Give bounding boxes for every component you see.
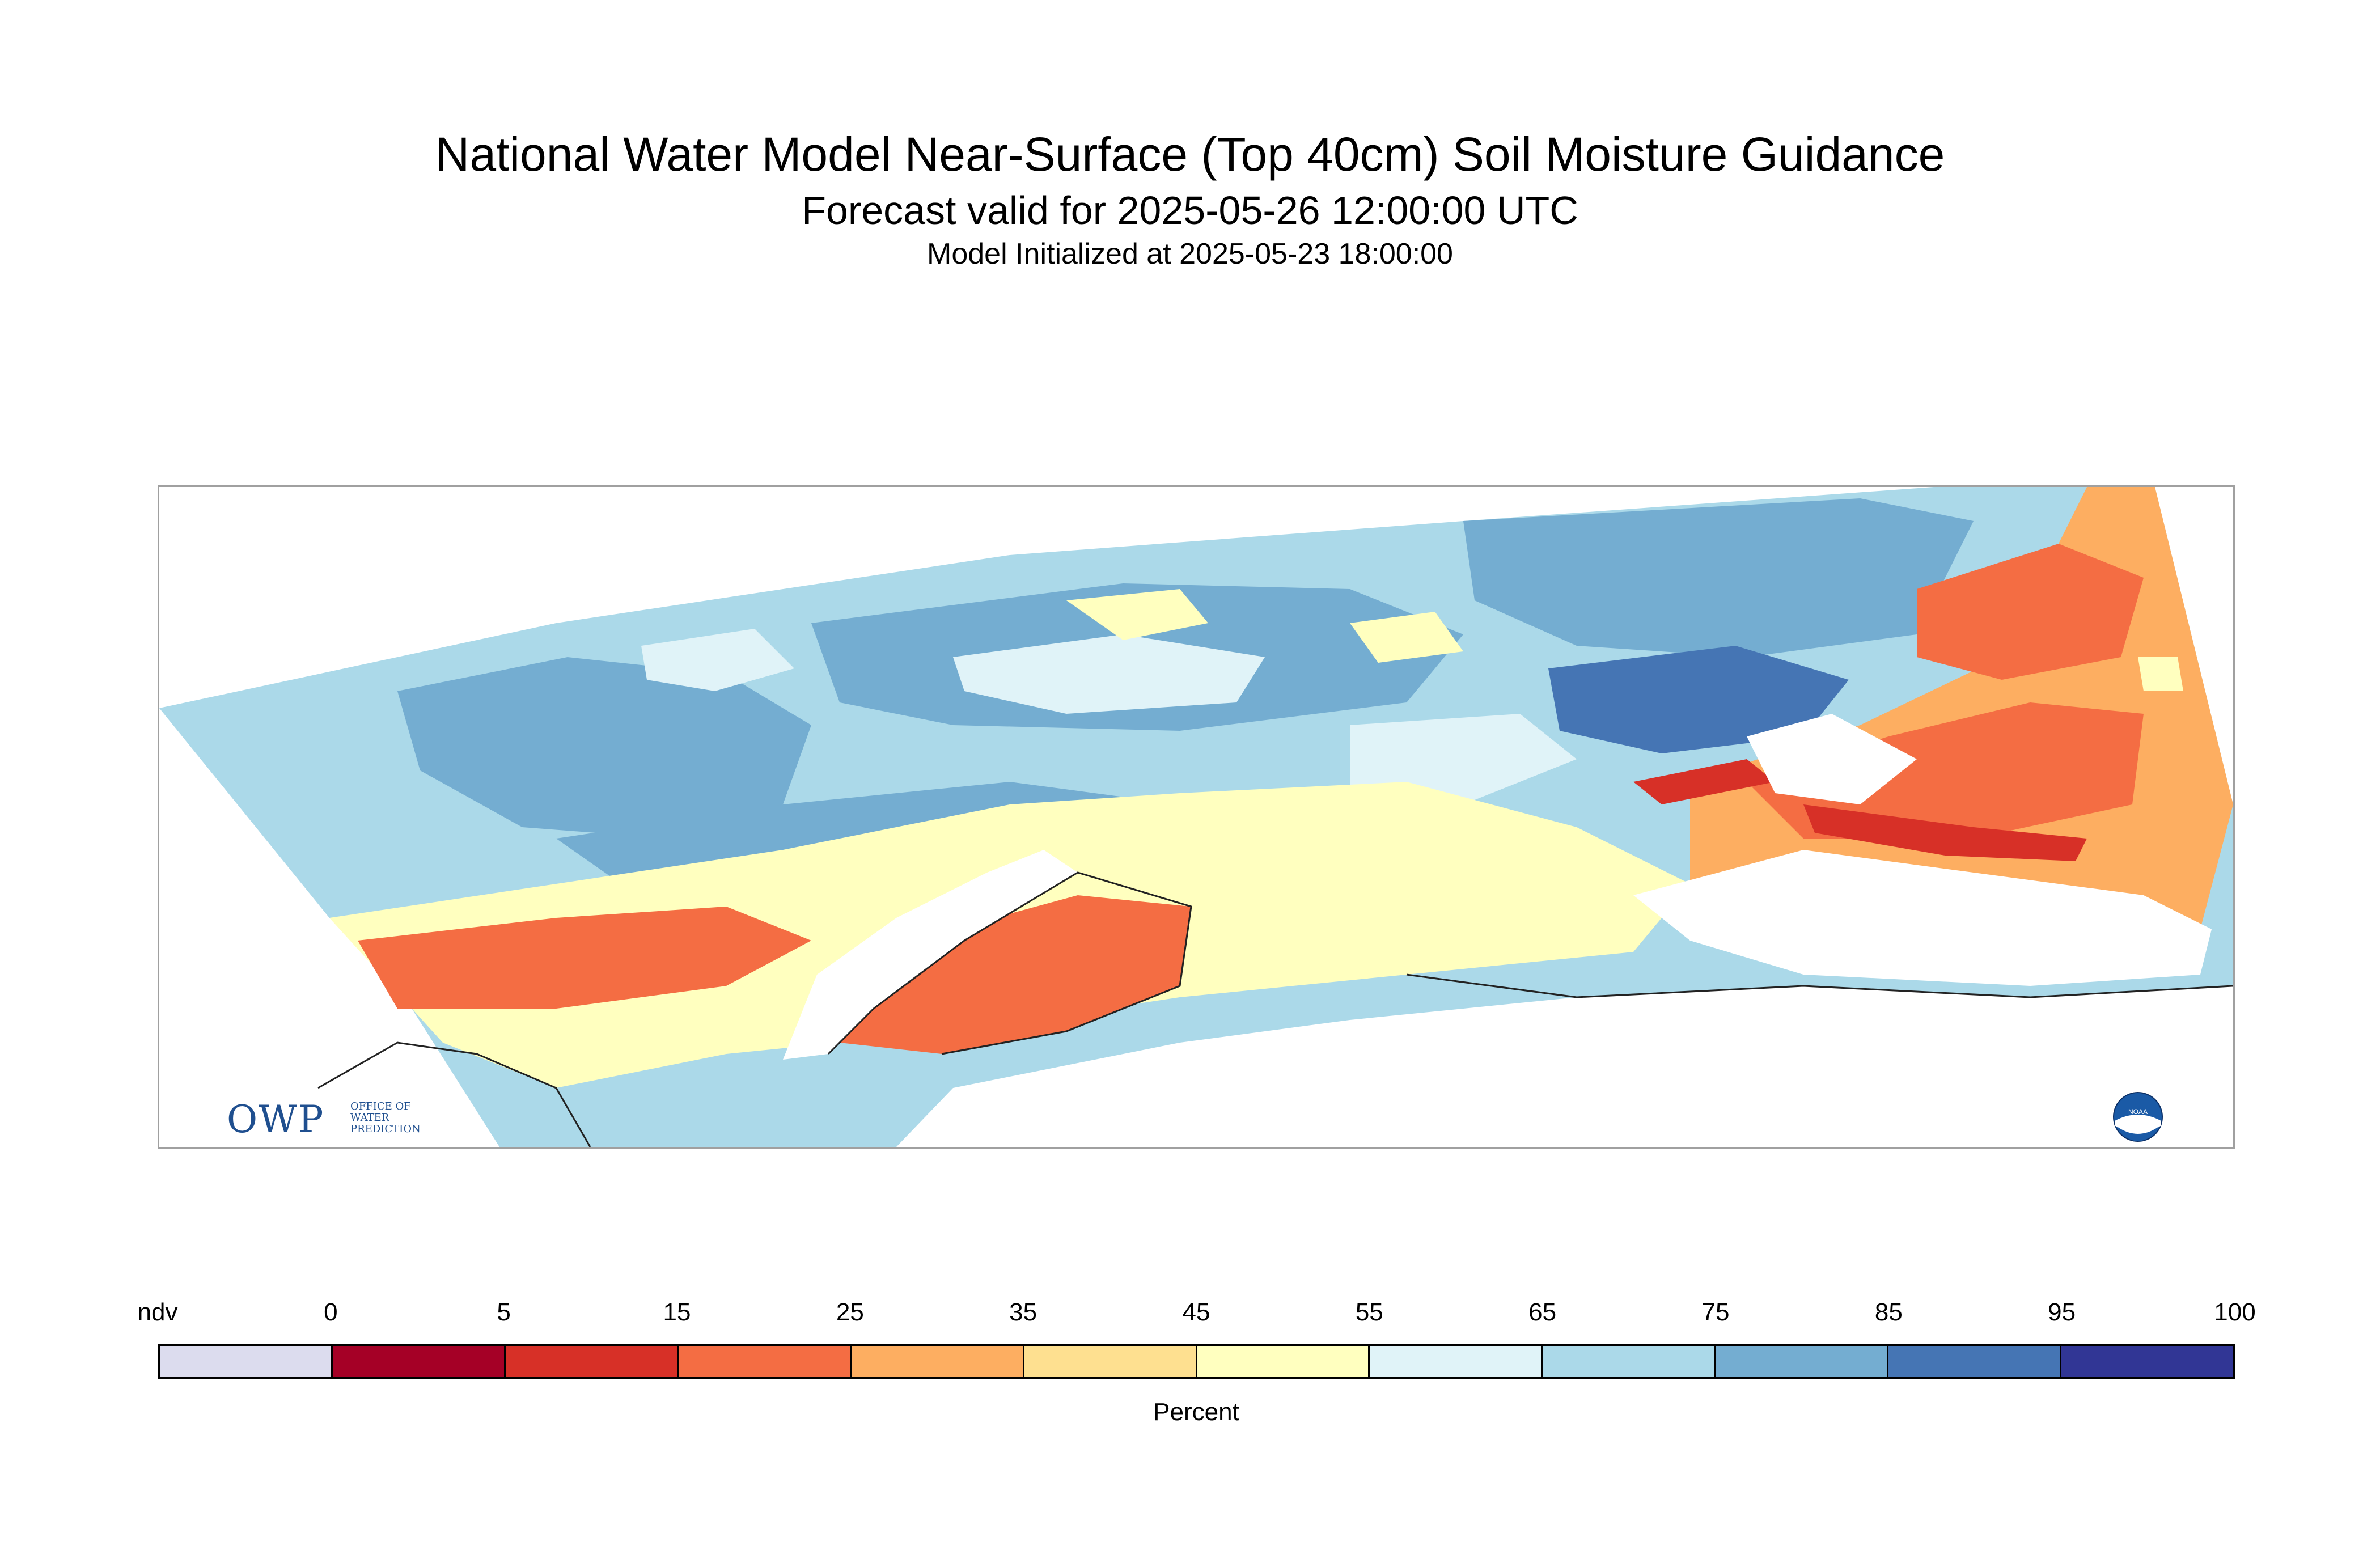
very-wet-basin (1548, 646, 1849, 753)
owp-logo-line-3: Prediction (350, 1123, 421, 1135)
owp-logo-mark: OWP (227, 1098, 325, 1141)
very-dry-streak-2 (1633, 759, 1775, 804)
cook-inlet (783, 850, 1078, 1060)
glacier-region-east (1633, 850, 2212, 986)
owp-logo-line-1: Office of (350, 1100, 411, 1112)
legend-swatch (1370, 1346, 1543, 1377)
owp-logo-text: Office of Water Prediction (350, 1101, 464, 1135)
neutral-patch-2 (1350, 612, 1463, 663)
legend-tick-label: 55 (1355, 1298, 1383, 1326)
legend-swatch (678, 1346, 852, 1377)
legend-swatch (1024, 1346, 1197, 1377)
legend-title: Percent (1153, 1398, 1239, 1426)
coastline-kenai (827, 871, 1192, 1055)
map-title: National Water Model Near-Surface (Top 4… (435, 128, 1945, 181)
legend-tick-label: 5 (497, 1298, 511, 1326)
legend-swatch (2061, 1346, 2233, 1377)
very-dry-streak-1 (1803, 804, 2087, 861)
map-panel[interactable] (158, 485, 2235, 1149)
legend-tick-label: 75 (1701, 1298, 1730, 1326)
glacier-region-central (1747, 714, 1917, 804)
legend-tick-label: 0 (324, 1298, 338, 1326)
noaa-logo-text: NOAA (2128, 1108, 2148, 1116)
bristol-water (159, 997, 499, 1147)
legend-tick-label: 25 (836, 1298, 864, 1326)
neutral-patch-east (2138, 657, 2183, 691)
legend-tick-label: 85 (1874, 1298, 1903, 1326)
owp-logo-line-2: Water (350, 1112, 389, 1124)
legend-swatch (160, 1346, 333, 1377)
legend-tick-label: 45 (1182, 1298, 1210, 1326)
legend-tick-label: 95 (2048, 1298, 2076, 1326)
legend-swatch (1197, 1346, 1370, 1377)
coastline-gulf (1406, 973, 2233, 998)
noaa-logo: NOAA (2113, 1092, 2163, 1142)
model-init-time: Model Initialized at 2025-05-23 18:00:00 (927, 238, 1453, 270)
legend-swatch (332, 1346, 506, 1377)
coastline-southwest (317, 1041, 591, 1147)
legend-tick-label: 100 (2214, 1298, 2256, 1326)
gulf-of-alaska (896, 986, 2233, 1147)
dry-zone-kenai (828, 895, 1191, 1054)
legend-tick-label: ndv (137, 1298, 178, 1326)
legend-swatch (1716, 1346, 1889, 1377)
dry-zone-east (1747, 702, 2144, 839)
legend-tick-label: 35 (1009, 1298, 1037, 1326)
color-legend: ndv 0 5 15 25 35 45 55 65 75 85 95 100 Percent (138, 1298, 2256, 1434)
wet-zone-north-west (397, 657, 811, 839)
legend-colorbar (158, 1344, 2235, 1379)
soil-moisture-map[interactable] (159, 487, 2233, 1147)
moist-light-band-1 (953, 634, 1265, 714)
legend-tick-label: 15 (663, 1298, 691, 1326)
legend-swatch (1543, 1346, 1716, 1377)
legend-swatch (505, 1346, 679, 1377)
neutral-patch-1 (1066, 589, 1208, 640)
wet-zone-north-east (1463, 498, 1974, 657)
legend-tick-label: 65 (1528, 1298, 1557, 1326)
legend-swatch (851, 1346, 1024, 1377)
dry-zone-southwest (358, 907, 811, 1009)
legend-swatch (1888, 1346, 2062, 1377)
forecast-valid-time: Forecast valid for 2025-05-26 12:00:00 U… (802, 188, 1578, 232)
moist-light-band-3 (641, 629, 794, 691)
dry-zone-northeast (1917, 544, 2144, 680)
